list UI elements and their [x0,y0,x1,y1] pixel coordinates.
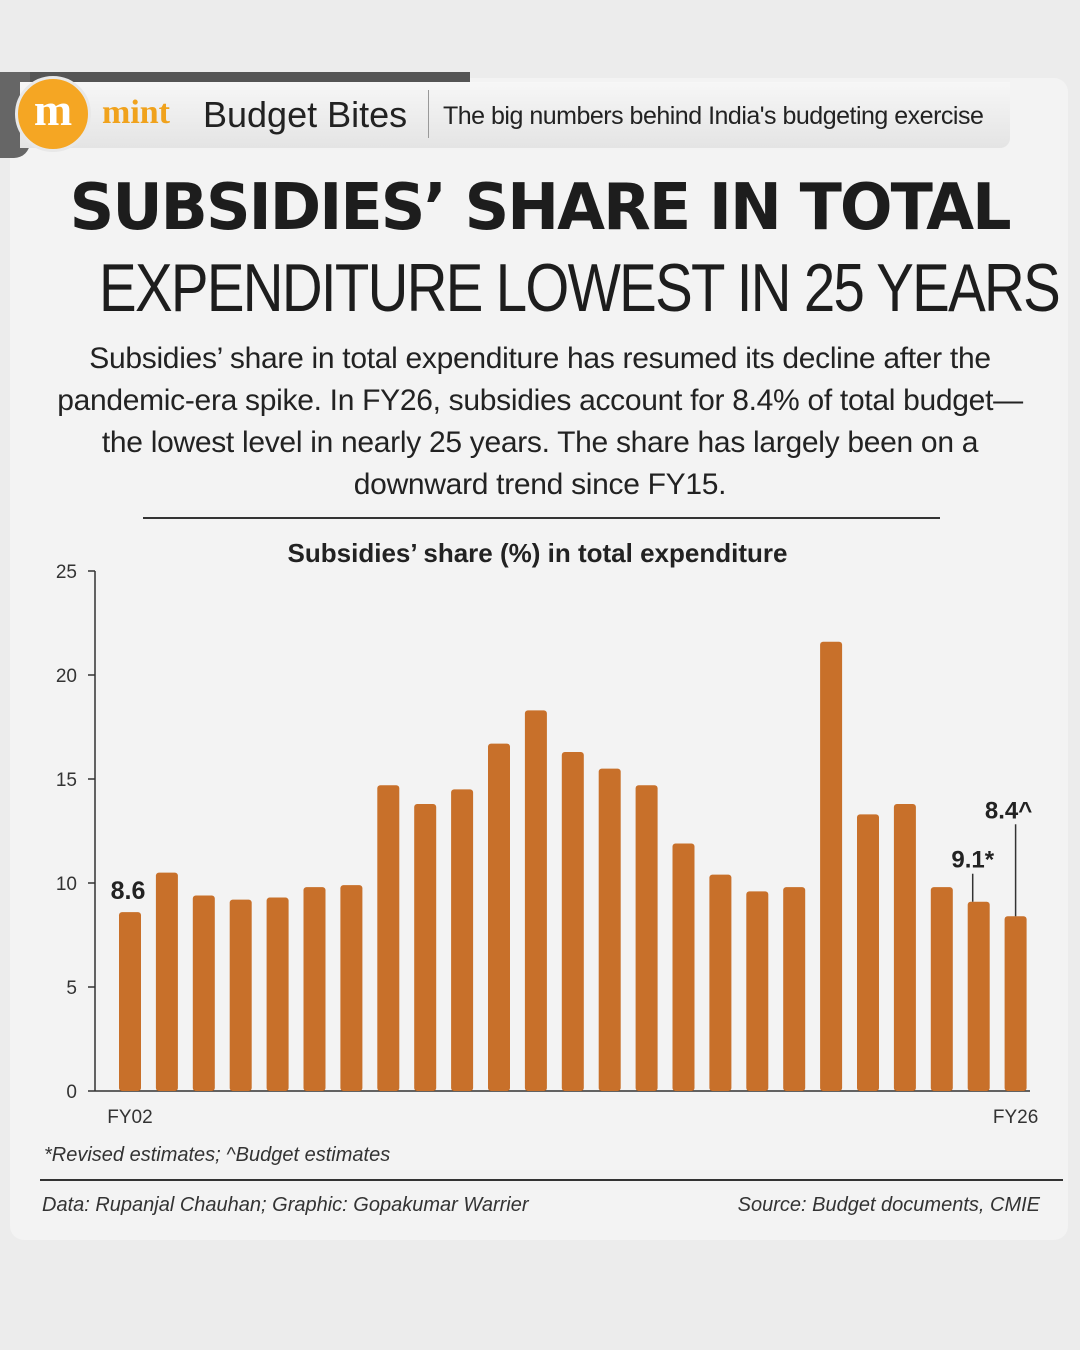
bar-FY13 [524,710,547,1091]
header-bar [20,82,1010,148]
chart-title: Subsidies’ share (%) in total expenditur… [287,538,788,568]
y-tick-label: 25 [56,562,77,583]
bar-FY17 [672,843,695,1091]
credits: Data: Rupanjal Chauhan; Graphic: Gopakum… [42,1194,529,1216]
bar-FY23 [893,803,916,1091]
bar-FY22 [857,814,879,1091]
header-strip [0,72,470,82]
tagline: The big numbers behind India's budgeting… [443,102,984,130]
bar-FY19 [746,891,769,1091]
bar-FY05 [229,899,252,1091]
x-tick-label-first: FY02 [107,1107,152,1128]
bar-FY21 [820,641,843,1091]
divider [428,90,429,138]
brand-name: mint [102,94,170,131]
bar-FY16 [635,785,658,1091]
mint-logo-icon: m [15,76,91,152]
description: Subsidies’ share in total expenditure ha… [57,342,1023,501]
bar-FY04 [192,895,215,1091]
bar-FY26 [1004,916,1027,1091]
y-tick-label: 5 [66,978,77,999]
source: Source: Budget documents, CMIE [737,1194,1040,1216]
bar-FY07 [303,887,326,1091]
y-tick-label: 15 [56,770,77,791]
bar-FY09 [377,785,400,1091]
series-name: Budget Bites [203,94,408,135]
x-tick-label-last: FY26 [993,1107,1038,1128]
data-label-first: 8.6 [111,877,146,905]
bar-FY18 [709,874,732,1091]
bar-FY14 [561,751,584,1091]
title-line-1: SUBSIDIES’ SHARE IN TOTAL [70,171,1012,245]
title-line-2-box: EXPENDITURE LOWEST IN 25 YEARS [0,250,1080,330]
bar-FY10 [414,803,437,1091]
y-tick-label: 20 [56,666,77,687]
bar-FY24 [930,887,953,1091]
bar-FY08 [340,885,363,1091]
bar-FY20 [783,887,806,1091]
data-label-budget: 8.4^ [985,797,1032,824]
title-line-2: EXPENDITURE LOWEST IN 25 YEARS [99,250,1061,326]
bar-FY12 [488,743,510,1091]
bar-FY15 [598,768,621,1091]
bar-FY25 [967,901,990,1091]
footnote: *Revised estimates; ^Budget estimates [44,1144,391,1166]
data-label-revised: 9.1* [951,847,994,874]
y-tick-label: 0 [66,1082,77,1103]
title-line-1-box: SUBSIDIES’ SHARE IN TOTAL [0,172,1080,248]
y-tick-label: 10 [56,874,77,895]
bar-FY11 [451,789,474,1091]
divider [40,1179,1063,1181]
bar-FY03 [155,872,178,1091]
bar-FY06 [266,897,289,1091]
bar-FY02 [119,912,141,1091]
divider [143,517,940,519]
